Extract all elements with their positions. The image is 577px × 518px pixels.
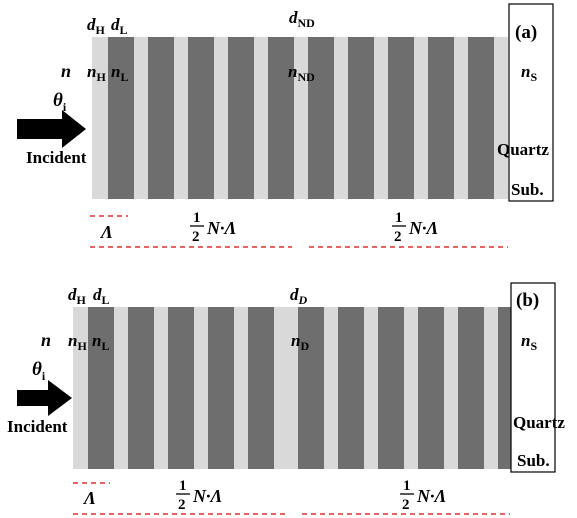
stack-a-high-index-layer-7 xyxy=(348,37,374,199)
stack-b-high-index-layer-10 xyxy=(458,307,484,469)
incidence-angle-label-b: θi xyxy=(32,359,46,383)
half-fraction-den-b-right: 2 xyxy=(402,497,410,513)
substrate-a-box xyxy=(508,3,554,202)
substrate-index-label-b: nS xyxy=(521,331,537,353)
defect-index-label-b: nD xyxy=(291,331,309,353)
defect-index-label-a: nND xyxy=(288,62,315,84)
half-fraction-num-b-right: 1 xyxy=(403,478,411,494)
substrate-sub-label-a: Sub. xyxy=(511,180,544,199)
substrate-b-box xyxy=(510,282,556,473)
stack-a-high-index-layer-8 xyxy=(388,37,414,199)
ambient-index-label-a: n xyxy=(61,61,71,81)
half-fraction-num-a-right: 1 xyxy=(395,210,403,226)
incident-label-b: Incident xyxy=(7,417,68,436)
incident-arrow-icon xyxy=(17,380,72,416)
ambient-index-label-b: n xyxy=(41,330,51,350)
half-fraction-den-a-left: 2 xyxy=(192,229,200,245)
substrate-name-label-a: Quartz xyxy=(497,140,549,159)
incident-label-a: Incident xyxy=(26,148,87,167)
half-fraction-den-a-right: 2 xyxy=(394,229,402,245)
half-stack-label-a-right: 1 2 N·Λ xyxy=(392,210,439,245)
dH-label-a: dH xyxy=(87,15,106,37)
stack-b-high-index-layer-4 xyxy=(208,307,234,469)
incident-arrow-icon xyxy=(17,110,86,148)
substrate-index-label-a: nS xyxy=(521,62,537,84)
stack-a-high-index-layer-1 xyxy=(108,37,134,199)
half-fraction-den-b-left: 2 xyxy=(178,497,186,513)
nH-label-b: nH xyxy=(68,331,87,353)
stack-a-high-index-layer-2 xyxy=(148,37,174,199)
stack-a-high-index-layer-10 xyxy=(468,37,494,199)
stack-a-high-index-layer-5 xyxy=(268,37,294,199)
stack-b-high-index-layer-8 xyxy=(378,307,404,469)
stack-b-high-index-layer-9 xyxy=(418,307,444,469)
half-stack-rest-b-right: N·Λ xyxy=(416,486,447,506)
stack-b-layers xyxy=(88,307,524,469)
stack-b-high-index-layer-3 xyxy=(168,307,194,469)
panel-b: (b) dH dL dD n nH nL nD nS θi Incident Q… xyxy=(7,282,565,515)
defect-thickness-label-b: dD xyxy=(290,285,308,307)
panel-a-label: (a) xyxy=(515,22,537,43)
half-stack-label-b-left: 1 2 N·Λ xyxy=(176,478,223,513)
dL-label-a: dL xyxy=(111,15,128,37)
stack-a-layers xyxy=(108,37,494,199)
half-stack-label-b-right: 1 2 N·Λ xyxy=(400,478,447,513)
stack-a-high-index-layer-9 xyxy=(428,37,454,199)
nL-label-a: nL xyxy=(111,62,128,84)
half-stack-rest-a-left: N·Λ xyxy=(206,218,237,238)
dL-label-b: dL xyxy=(93,285,110,307)
nH-label-a: nH xyxy=(87,62,106,84)
stack-a-high-index-layer-6 xyxy=(308,37,334,199)
nL-label-b: nL xyxy=(92,331,109,353)
stack-b-high-index-layer-1 xyxy=(88,307,114,469)
substrate-name-label-b: Quartz xyxy=(513,413,565,432)
stack-a-high-index-layer-3 xyxy=(188,37,214,199)
half-stack-rest-b-left: N·Λ xyxy=(192,486,223,506)
defect-thickness-label-a: dND xyxy=(289,8,315,30)
dH-label-b: dH xyxy=(68,285,87,307)
stack-b-high-index-layer-6 xyxy=(298,307,324,469)
panel-a: (a) dH dL dND n nH nL nND nS θi Incident… xyxy=(17,3,554,248)
stack-b-high-index-layer-2 xyxy=(128,307,154,469)
stack-a-high-index-layer-4 xyxy=(228,37,254,199)
panel-b-label: (b) xyxy=(516,290,539,311)
half-stack-label-a-left: 1 2 N·Λ xyxy=(190,210,237,245)
incidence-angle-label-a: θi xyxy=(53,90,67,114)
substrate-sub-label-b: Sub. xyxy=(517,451,550,470)
period-label-a: Λ xyxy=(99,222,113,242)
stack-b-high-index-layer-7 xyxy=(338,307,364,469)
half-stack-rest-a-right: N·Λ xyxy=(408,218,439,238)
period-label-b: Λ xyxy=(82,488,96,508)
half-fraction-num-b-left: 1 xyxy=(179,478,187,494)
stack-b-high-index-layer-5 xyxy=(248,307,274,469)
half-fraction-num-a-left: 1 xyxy=(193,210,201,226)
